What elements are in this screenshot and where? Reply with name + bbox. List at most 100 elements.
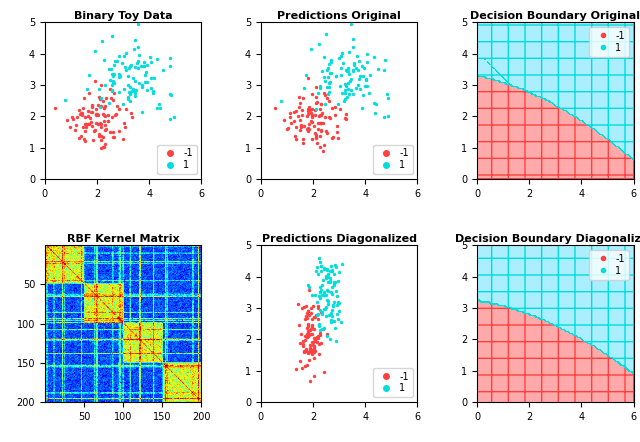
Point [307,302,317,309]
Point [324,278,335,285]
Point [309,342,319,349]
Point [315,119,325,126]
Point [147,85,157,92]
Point [327,105,337,112]
Point [320,91,330,99]
Point [310,112,320,119]
Point [310,311,321,318]
Point [84,90,95,97]
Point [355,85,365,92]
Point [317,325,328,332]
Point [98,144,108,151]
Point [348,36,358,43]
Point [79,114,90,121]
Point [124,97,134,104]
Point [298,84,308,91]
Point [308,343,319,350]
Point [100,122,110,129]
Point [164,54,175,61]
Point [334,268,344,275]
Point [114,105,124,112]
Point [327,268,337,275]
Point [114,88,124,95]
Point [358,65,369,72]
Point [76,109,86,116]
Point [342,67,353,74]
Point [317,310,328,317]
Point [316,83,326,90]
Point [81,123,91,130]
Point [96,144,106,151]
Point [304,126,314,133]
Point [289,109,300,116]
Point [134,79,144,86]
Point [344,70,354,77]
Point [311,84,321,91]
Point [378,113,388,120]
Point [316,100,326,107]
Point [86,101,97,108]
Point [134,52,145,59]
Point [304,287,314,294]
Point [323,274,333,281]
Point [313,90,323,97]
Point [307,324,317,331]
Point [118,136,129,143]
Point [130,64,140,71]
Point [340,80,350,88]
Point [373,65,383,72]
Legend: -1, 1: -1, 1 [373,145,413,174]
Point [303,328,313,335]
Point [330,324,340,332]
Point [358,72,368,79]
Point [65,124,76,131]
Point [343,65,353,72]
Point [311,135,321,142]
Point [155,104,165,111]
Point [141,69,151,76]
Point [166,91,176,99]
Point [310,313,320,320]
Point [326,318,337,325]
Point [321,304,332,311]
Point [315,329,325,336]
Point [324,78,335,85]
Point [81,121,92,128]
Point [108,129,118,136]
Point [335,71,346,78]
Point [348,68,358,75]
Point [312,315,323,322]
Point [316,112,326,119]
Point [362,50,372,57]
Point [335,106,346,113]
Point [90,119,100,126]
Point [301,302,311,309]
Point [108,89,118,96]
Point [313,305,323,312]
Point [321,267,332,274]
Point [104,66,114,73]
Point [154,100,164,107]
Point [321,312,332,320]
Point [84,71,94,78]
Point [296,122,306,129]
Point [303,330,313,337]
Point [326,263,337,270]
Point [105,76,115,84]
Point [322,129,332,136]
Point [313,310,323,317]
Point [317,309,328,316]
Point [297,106,307,113]
Point [300,363,310,370]
Point [95,132,106,139]
Point [106,95,116,102]
Point [346,75,356,82]
Point [316,326,326,333]
Point [102,117,113,124]
Point [125,91,135,98]
Point [310,337,320,344]
Point [76,133,86,140]
Point [140,58,150,65]
Point [108,80,118,87]
Point [114,128,124,135]
